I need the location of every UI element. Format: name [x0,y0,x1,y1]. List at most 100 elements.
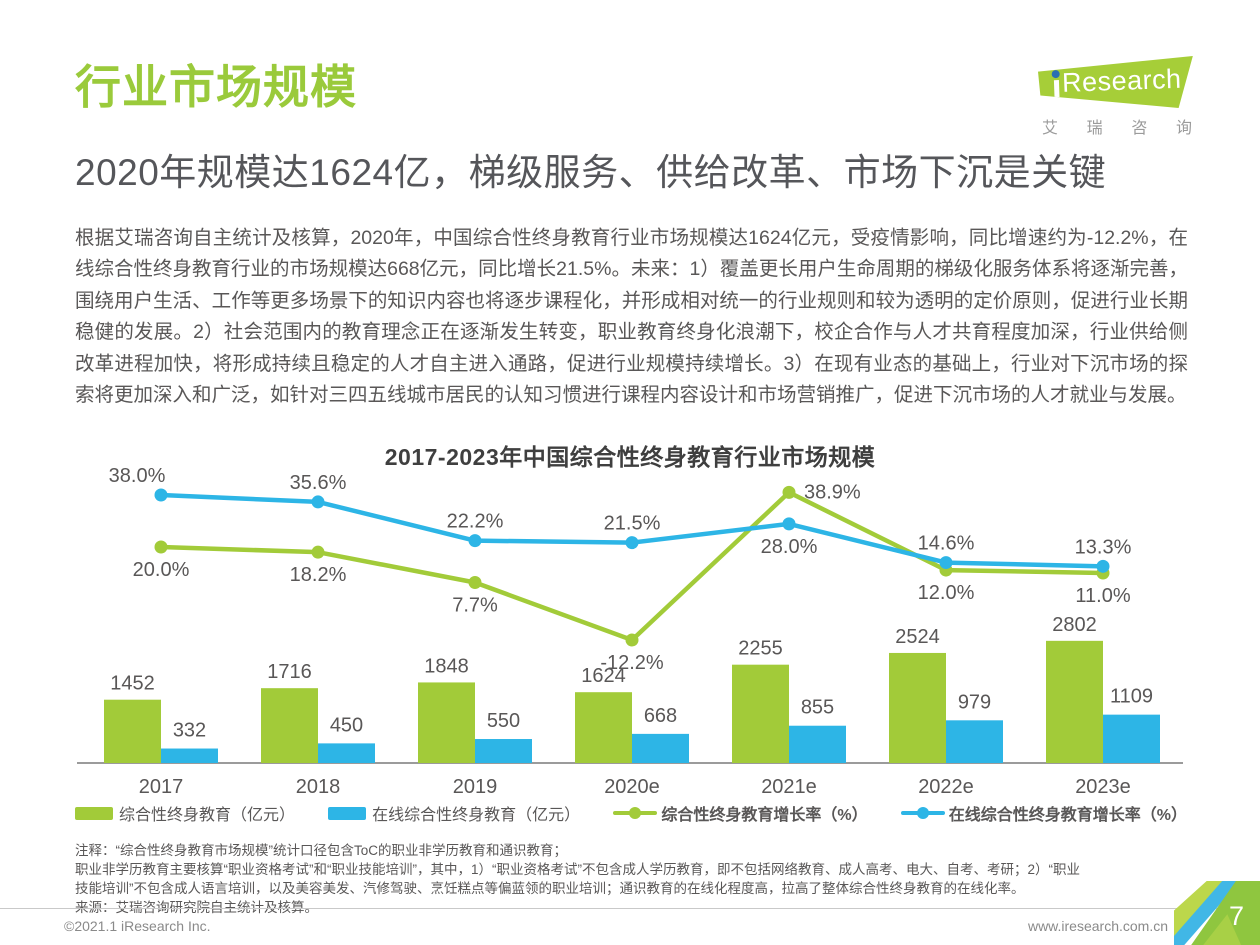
line-point [311,545,325,559]
legend-item: 在线综合性终身教育（亿元） [328,801,580,825]
bar-value-label: 1109 [1110,686,1153,708]
line-value-label: 28.0% [761,536,818,558]
line-point [468,576,482,590]
bar-value-label: 550 [487,710,520,732]
bar-online [789,725,846,763]
legend-item: 在线综合性终身教育增长率（%） [900,801,1187,825]
legend-line-dot [629,807,642,819]
line-point [1096,559,1110,573]
bar-online [1103,714,1160,763]
page-number: 7 [1228,901,1244,931]
legend-item: 综合性终身教育增长率（%） [613,801,868,825]
line-value-label: 38.0% [109,466,166,487]
x-axis-label: 2021e [761,776,817,798]
footer-url: www.iresearch.com.cn [1027,918,1168,934]
line-point [468,534,482,548]
bar-total [1046,640,1103,763]
line-value-label: -12.2% [600,652,664,674]
footer-copyright: ©2021.1 iResearch Inc. [64,918,211,934]
bar-online [632,733,689,763]
logo-tagline-char: 咨 [1131,120,1148,137]
line-point [311,495,325,509]
logo-brand-text: Research [1061,63,1183,98]
page-title: 行业市场规模 [75,61,357,113]
bar-value-label: 1716 [267,661,312,683]
bar-total [575,692,632,763]
line-value-label: 20.0% [133,559,190,581]
footnote-source: 来源：艾瑞咨询研究院自主统计及核算。 [75,900,318,915]
line-value-label: 21.5% [604,513,661,535]
market-chart: 1452 1716 1848 1624 2255 2524 2802 332 450 550 668… [65,466,1195,798]
iresearch-brand: Research [1051,63,1183,98]
line-value-label: 14.6% [918,533,975,555]
x-axis-label: 2019 [453,776,498,798]
legend-label: 在线综合性终身教育（亿元） [372,807,581,824]
bar-total [889,652,946,763]
bar-value-label: 450 [330,714,363,736]
line-point [154,488,168,502]
legend-label: 综合性终身教育（亿元） [119,807,296,824]
line-value-label: 18.2% [290,564,347,586]
line-value-label: 22.2% [447,511,504,533]
page-corner-decoration: 7 [1174,881,1260,945]
bar-online [318,743,375,763]
bar-total [732,664,789,763]
line-value-label: 7.7% [452,595,498,617]
bar-value-label: 2802 [1052,614,1097,636]
logo-tagline-char: 艾 [1042,120,1059,137]
footnote-line: 注释：“综合性终身教育市场规模”统计口径包含ToC的职业非学历教育和通识教育； [75,843,567,858]
legend-label: 在线综合性终身教育增长率（%） [948,807,1187,824]
legend-line-marker-icon [900,806,945,820]
x-axis-label: 2023e [1075,776,1131,798]
line-value-label: 13.3% [1075,536,1132,558]
bar-value-label: 1624 [581,665,626,687]
line-point [154,540,168,554]
legend-label: 综合性终身教育增长率（%） [661,807,868,824]
footnote-line: 技能培训”不包含成人语言培训，以及美容美发、汽修驾驶、烹饪糕点等偏蓝领的职业培训… [75,881,1025,896]
legend-line-dot [916,807,929,819]
footnote-block: 注释：“综合性终身教育市场规模”统计口径包含ToC的职业非学历教育和通识教育； … [75,841,1195,917]
logo-tagline-char: 瑞 [1086,120,1103,137]
bar-value-label: 2524 [895,626,940,648]
legend-line-marker-icon [613,806,658,820]
line-point [782,485,796,499]
body-paragraph: 根据艾瑞咨询自主统计及核算，2020年，中国综合性终身教育行业市场规模达1624… [75,227,1188,407]
bar-online [475,739,532,763]
bar-value-label: 332 [173,720,206,742]
x-axis-label: 2020e [604,776,660,798]
line-point [782,517,796,531]
bar-total [261,688,318,763]
logo-i-stem-icon [1053,79,1060,97]
chart-legend: 综合性终身教育（亿元） 在线综合性终身教育（亿元） 综合性终身教育增长率（%） 在线综… [75,801,1187,825]
chart-title: 2017-2023年中国综合性终身教育行业市场规模 [384,444,876,470]
iresearch-logo-flag: Research [1038,56,1193,108]
bar-value-label: 1452 [110,673,155,695]
iresearch-logo: Research 艾 瑞 咨 询 [1038,56,1196,138]
legend-bar-swatch-icon [328,806,367,820]
logo-letter-i-icon [1051,69,1061,97]
logo-i-dot-icon [1051,69,1061,78]
footnote-line: 职业非学历教育主要核算“职业资格考试”和“职业技能培训”，其中，1）“职业资格考… [75,862,1080,877]
x-axis-label: 2018 [296,776,341,798]
footer-divider [0,908,1260,909]
x-axis-label: 2022e [918,776,974,798]
bar-value-label: 668 [644,705,677,727]
line-value-label: 38.9% [804,481,861,503]
line-value-label: 11.0% [1075,585,1130,607]
page-subtitle: 2020年规模达1624亿，梯级服务、供给改革、市场下沉是关键 [75,152,1107,193]
x-axis-label: 2017 [139,776,184,798]
logo-tagline: 艾瑞咨询 [1042,114,1192,138]
bar-online [161,748,218,763]
bar-value-label: 1848 [424,655,469,677]
bar-total [104,699,161,763]
logo-tagline-char: 询 [1175,120,1192,137]
line-value-label: 35.6% [290,472,347,494]
bar-value-label: 2255 [738,638,783,660]
legend-item: 综合性终身教育（亿元） [75,801,295,825]
bar-total [418,682,475,763]
line-point [625,536,639,550]
line-point [625,633,639,647]
bar-value-label: 979 [958,691,991,713]
bar-value-label: 855 [801,697,834,719]
